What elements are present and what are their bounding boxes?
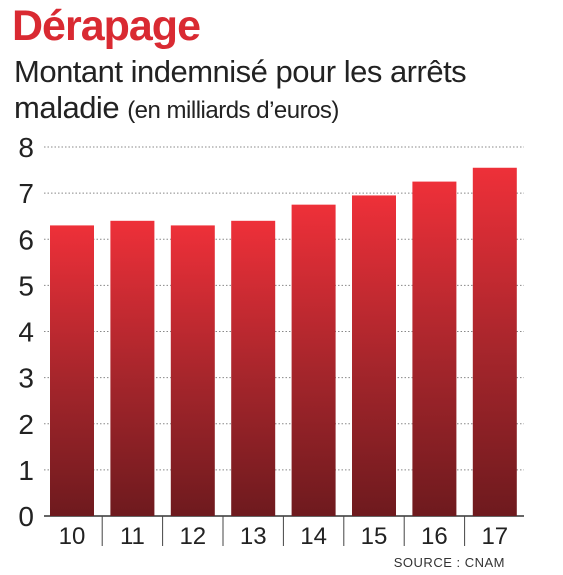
source-note: SOURCE : CNAM bbox=[393, 555, 505, 570]
bar-14 bbox=[291, 204, 336, 516]
x-tick-label: 14 bbox=[300, 523, 327, 550]
x-tick-label: 15 bbox=[361, 523, 388, 550]
chart-subtitle: Montant indemnisé pour les arrêts maladi… bbox=[14, 54, 554, 129]
y-axis-ticks: 0 1 2 3 4 5 6 7 8 bbox=[18, 132, 34, 532]
x-tick-label: 13 bbox=[240, 523, 267, 550]
chart-title: Dérapage bbox=[12, 2, 201, 50]
y-tick-label: 8 bbox=[18, 132, 34, 163]
x-axis-ticks: 10 11 12 13 14 15 16 17 bbox=[59, 516, 508, 550]
y-tick-label: 6 bbox=[18, 224, 34, 255]
y-tick-label: 3 bbox=[18, 363, 34, 394]
bar-15 bbox=[352, 195, 396, 516]
y-tick-label: 2 bbox=[18, 409, 34, 440]
x-tick-label: 12 bbox=[179, 523, 206, 550]
x-tick-label: 10 bbox=[59, 523, 86, 550]
bar-12 bbox=[170, 225, 215, 516]
bar-16 bbox=[412, 181, 457, 516]
bar-13 bbox=[231, 220, 276, 517]
bar-11 bbox=[110, 220, 155, 517]
y-tick-label: 4 bbox=[18, 317, 34, 348]
y-tick-label: 1 bbox=[18, 455, 34, 486]
y-tick-label: 5 bbox=[18, 270, 34, 301]
x-tick-label: 16 bbox=[421, 523, 448, 550]
y-tick-label: 0 bbox=[18, 501, 34, 532]
bars bbox=[50, 167, 517, 517]
y-tick-label: 7 bbox=[18, 178, 34, 209]
bar-17 bbox=[472, 167, 517, 516]
bar-10 bbox=[50, 225, 94, 516]
subtitle-main: Montant indemnisé pour les arrêts maladi… bbox=[14, 54, 467, 125]
x-tick-label: 17 bbox=[481, 523, 508, 550]
subtitle-unit: (en milliards d’euros) bbox=[127, 97, 339, 124]
x-tick-label: 11 bbox=[120, 523, 145, 550]
